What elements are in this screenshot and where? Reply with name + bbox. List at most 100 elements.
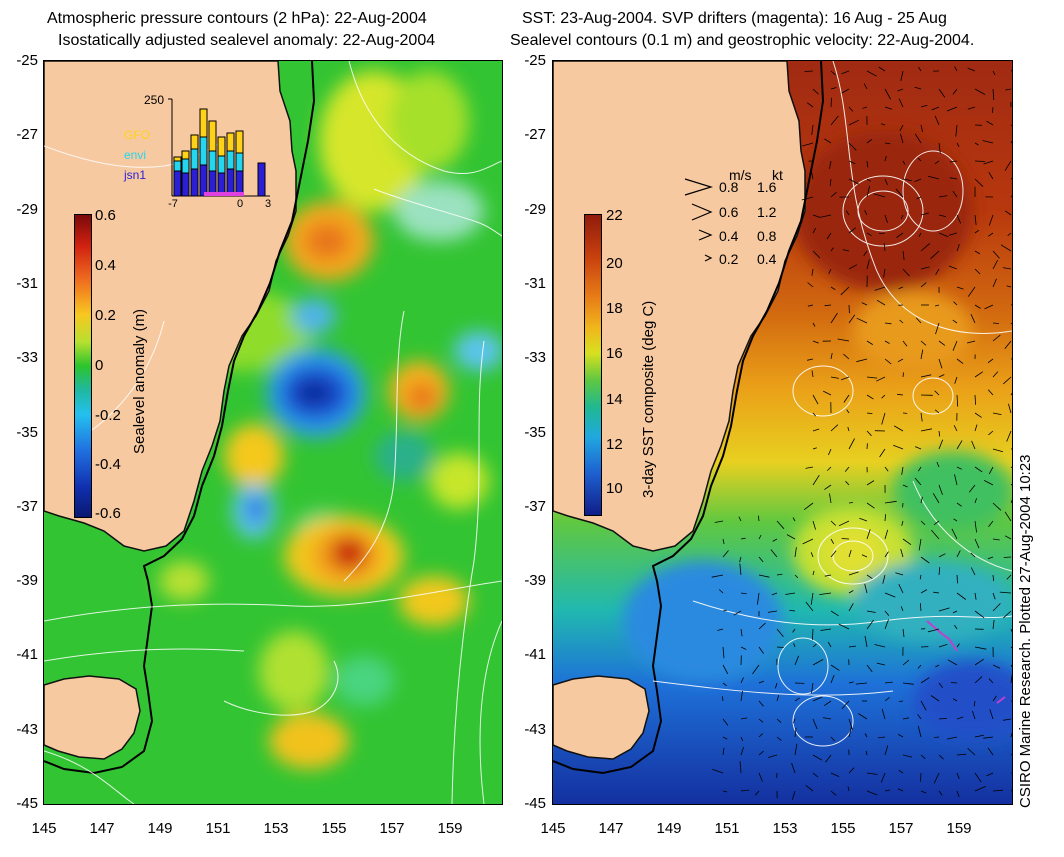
velocity-vector: [920, 754, 926, 760]
velocity-vector: [811, 682, 814, 694]
velocity-vector: [876, 299, 886, 306]
velocity-vector: [920, 243, 931, 252]
velocity-vector: [938, 644, 948, 648]
lon-tick-label: 153: [263, 820, 289, 837]
velocity-vector: [1005, 88, 1012, 91]
velocity-vector: [902, 659, 910, 666]
velocity-vector: [974, 214, 977, 225]
velocity-vector: [987, 389, 994, 396]
sealevel-colorbar: [74, 214, 92, 518]
inset-legend-envi: envi: [124, 148, 146, 162]
velocity-vector: [931, 106, 940, 111]
velocity-vector: [948, 232, 958, 236]
velocity-vector: [974, 229, 980, 234]
inset-legend-gfo: GFO: [124, 128, 150, 142]
velocity-vector: [858, 713, 868, 720]
velocity-vector: [884, 745, 889, 756]
velocity-vector: [830, 70, 836, 76]
velocity-vector: [900, 133, 904, 144]
velocity-vector: [830, 424, 839, 432]
velocity-vector: [953, 518, 958, 522]
lat-tick-label: -27: [16, 126, 38, 144]
velocity-vector: [956, 286, 964, 290]
velocity-vector: [898, 584, 904, 594]
velocity-vector: [820, 628, 832, 631]
velocity-vector: [938, 88, 946, 98]
velocity-vector: [884, 592, 896, 598]
velocity-vector: [918, 538, 922, 551]
tasmania: [44, 675, 141, 760]
velocity-vector: [843, 353, 850, 360]
velocity-vector: [1003, 610, 1012, 619]
velocity-vector: [901, 520, 904, 526]
velocity-vector: [952, 190, 958, 198]
velocity-vector: [918, 466, 922, 472]
velocity-vector: [772, 538, 778, 542]
velocity-vector: [830, 97, 832, 108]
velocity-vector: [884, 610, 890, 616]
velocity-vector: [812, 659, 824, 666]
velocity-vector: [899, 319, 904, 324]
velocity-vector: [954, 474, 958, 486]
lat-tick-label: -41: [524, 646, 546, 664]
velocity-vector: [974, 178, 984, 187]
velocity-vector: [884, 551, 889, 558]
velocity-vector: [802, 142, 814, 147]
velocity-vector: [824, 138, 832, 144]
velocity-vector: [938, 340, 946, 346]
lat-tick-label: -29: [524, 200, 546, 218]
velocity-vector: [830, 312, 838, 324]
velocity-vector: [992, 592, 996, 600]
velocity-vector: [920, 589, 928, 594]
velocity-vector: [956, 440, 963, 450]
velocity-key-ms: 0.6: [719, 204, 739, 220]
velocity-vector: [771, 592, 778, 596]
velocity-vector: [971, 440, 976, 450]
velocity-vector: [812, 88, 819, 95]
lon-tick-label: 157: [379, 820, 405, 837]
velocity-vector: [898, 286, 904, 290]
velocity-vector: [807, 358, 814, 361]
velocity-vector: [758, 515, 760, 522]
velocity-vector: [1006, 285, 1012, 288]
velocity-vector: [845, 210, 850, 216]
australia-mainland: [553, 61, 806, 552]
velocity-vector: [837, 338, 850, 342]
lat-tick-label: -37: [524, 497, 546, 515]
velocity-vector: [859, 517, 868, 522]
velocity-vector: [952, 610, 958, 614]
velocity-vector: [974, 268, 981, 275]
velocity-vector: [740, 789, 750, 792]
velocity-vector: [956, 592, 967, 600]
velocity-vector: [949, 160, 958, 163]
velocity-vector: [1003, 376, 1012, 385]
velocity-vector: [920, 496, 923, 504]
right-cb-tick: 12: [606, 436, 623, 453]
velocity-vector: [884, 322, 892, 325]
velocity-vector: [830, 87, 837, 90]
velocity-vector: [974, 142, 979, 146]
left-cb-tick: -0.4: [95, 456, 121, 473]
velocity-vector: [866, 259, 870, 270]
velocity-vector: [898, 98, 904, 108]
velocity-vector: [916, 196, 922, 200]
velocity-vector: [866, 529, 871, 540]
velocity-vector: [768, 754, 778, 758]
velocity-vector: [848, 106, 854, 112]
velocity-vector: [952, 319, 958, 324]
velocity-vector: [918, 232, 922, 237]
velocity-vector: [984, 304, 994, 310]
velocity-vector: [722, 550, 729, 558]
velocity-vector: [738, 516, 742, 522]
velocity-vector: [841, 538, 850, 540]
velocity-vector: [1002, 718, 1012, 721]
velocity-vector: [895, 572, 904, 576]
velocity-vector: [956, 753, 967, 756]
tasmania: [553, 675, 650, 760]
velocity-vector: [950, 682, 958, 684]
velocity-vector: [878, 232, 886, 234]
velocity-vector: [953, 425, 958, 432]
velocity-vector: [988, 171, 994, 180]
velocity-vector: [838, 520, 850, 527]
velocity-vector: [974, 772, 982, 783]
